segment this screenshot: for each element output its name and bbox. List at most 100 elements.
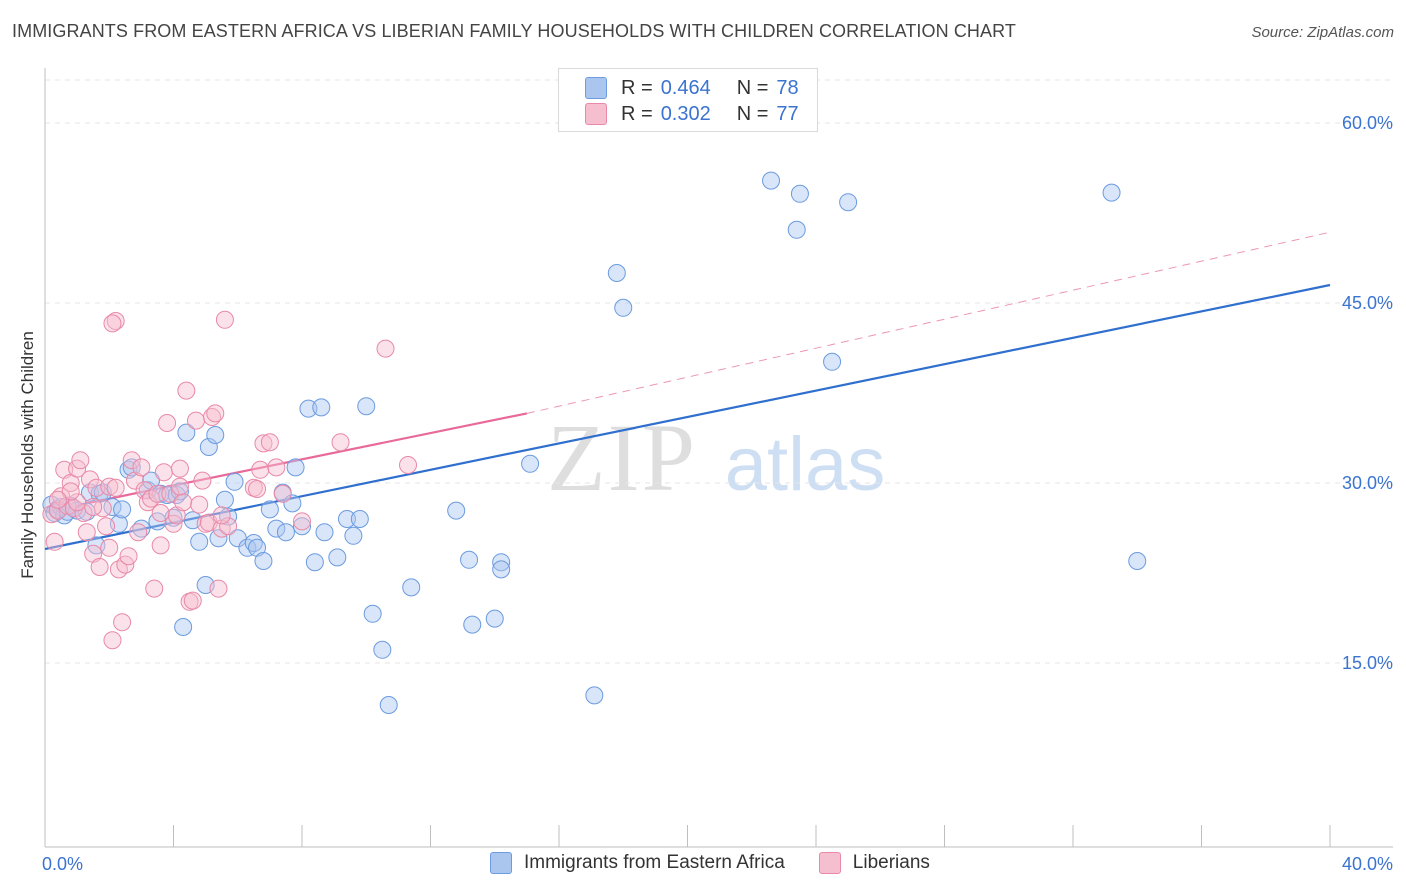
data-point-liberians — [209, 579, 228, 598]
data-point-liberians — [376, 339, 395, 358]
data-point-liberians — [71, 451, 90, 470]
data-point-immigrants — [206, 426, 225, 444]
data-point-liberians — [77, 523, 96, 542]
data-point-immigrants — [790, 184, 809, 203]
n-value: 77 — [776, 102, 799, 125]
r-label: R = — [621, 76, 653, 99]
data-point-immigrants — [283, 494, 302, 513]
data-point-immigrants — [463, 615, 482, 634]
data-point-liberians — [145, 579, 164, 598]
data-point-immigrants — [460, 550, 479, 569]
data-point-immigrants — [142, 471, 161, 490]
data-point-immigrants — [787, 220, 806, 239]
data-point-immigrants — [315, 523, 334, 542]
data-point-liberians — [177, 381, 196, 400]
data-point-immigrants — [267, 519, 286, 538]
data-point-immigrants — [248, 538, 267, 557]
data-point-liberians — [55, 460, 74, 479]
y-tick-label: 30.0% — [1342, 473, 1393, 493]
trend-line-0 — [44, 283, 1331, 551]
data-point-immigrants — [1128, 552, 1147, 570]
data-point-liberians — [260, 433, 279, 452]
data-point-immigrants — [244, 534, 263, 552]
data-point-liberians — [174, 493, 193, 512]
legend-swatch-liberians — [585, 103, 607, 125]
data-point-liberians — [45, 532, 64, 551]
data-point-immigrants — [492, 553, 511, 572]
legend-label-immigrants: Immigrants from Eastern Africa — [524, 852, 785, 873]
legend-swatch-immigrants — [490, 852, 512, 874]
data-point-liberians — [273, 484, 292, 503]
data-point-immigrants — [190, 532, 209, 551]
data-point-liberians — [154, 463, 173, 482]
data-point-immigrants — [762, 171, 781, 190]
data-point-immigrants — [379, 696, 398, 714]
data-point-liberians — [251, 460, 270, 479]
data-point-liberians — [74, 504, 93, 522]
data-point-liberians — [90, 558, 109, 576]
source-label: Source: ZipAtlas.com — [1251, 24, 1394, 41]
trend-lines — [44, 231, 1331, 551]
data-point-immigrants — [299, 399, 318, 418]
data-point-immigrants — [585, 686, 604, 705]
data-point-liberians — [84, 498, 103, 516]
data-point-liberians — [248, 480, 267, 498]
legend-swatch-immigrants — [585, 77, 607, 99]
data-point-liberians — [331, 433, 350, 452]
data-point-immigrants — [312, 398, 331, 417]
n-label: N = — [736, 76, 769, 99]
data-point-immigrants — [122, 458, 141, 477]
data-point-liberians — [103, 314, 122, 333]
data-point-immigrants — [305, 553, 324, 572]
axes — [44, 68, 1393, 848]
data-point-immigrants — [328, 548, 347, 567]
r-label: R = — [621, 102, 653, 125]
data-point-immigrants — [1102, 183, 1121, 202]
legend-stats: R = 0.464 N = 78 R = 0.302 N = 77 — [558, 68, 818, 132]
data-point-liberians — [100, 477, 119, 496]
data-point-immigrants — [363, 604, 382, 623]
data-point-liberians — [219, 517, 238, 536]
watermark-zip: ZIP — [547, 404, 697, 511]
legend-item-liberians[interactable]: Liberians — [818, 852, 930, 874]
legend-item-immigrants[interactable]: Immigrants from Eastern Africa — [490, 852, 785, 874]
data-point-liberians — [293, 512, 311, 531]
data-point-immigrants — [350, 510, 369, 528]
data-point-immigrants — [607, 264, 626, 282]
data-point-liberians — [170, 477, 189, 496]
data-point-liberians — [148, 484, 167, 503]
data-point-liberians — [267, 458, 286, 477]
data-point-liberians — [193, 471, 212, 490]
data-points — [42, 171, 1147, 714]
x-tick-label: 0.0% — [42, 854, 83, 874]
n-label: N = — [736, 102, 769, 125]
data-point-immigrants — [276, 523, 295, 542]
data-point-immigrants — [485, 609, 504, 628]
data-point-liberians — [215, 310, 234, 329]
data-point-immigrants — [254, 552, 273, 570]
data-point-liberians — [84, 544, 103, 563]
chart-title: IMMIGRANTS FROM EASTERN AFRICA VS LIBERI… — [12, 21, 1017, 41]
data-point-immigrants — [492, 560, 511, 579]
data-point-immigrants — [521, 454, 540, 473]
data-point-liberians — [125, 471, 144, 490]
data-point-liberians — [399, 456, 418, 474]
y-axis-label: Family Households with Children — [18, 331, 37, 579]
data-point-immigrants — [839, 193, 858, 212]
data-point-liberians — [167, 506, 186, 525]
data-point-liberians — [61, 482, 80, 501]
y-tick-label: 45.0% — [1342, 293, 1393, 313]
data-point-liberians — [186, 411, 205, 430]
data-point-liberians — [106, 478, 125, 497]
r-value: 0.464 — [660, 76, 711, 99]
data-point-liberians — [158, 414, 177, 432]
data-point-immigrants — [293, 517, 311, 536]
data-point-immigrants — [174, 618, 193, 636]
data-point-liberians — [119, 547, 138, 566]
watermark-atlas: atlas — [725, 422, 886, 507]
data-point-immigrants — [373, 640, 392, 659]
data-point-liberians — [151, 504, 170, 522]
trend-extension-1 — [526, 231, 1331, 414]
data-point-liberians — [206, 404, 225, 423]
